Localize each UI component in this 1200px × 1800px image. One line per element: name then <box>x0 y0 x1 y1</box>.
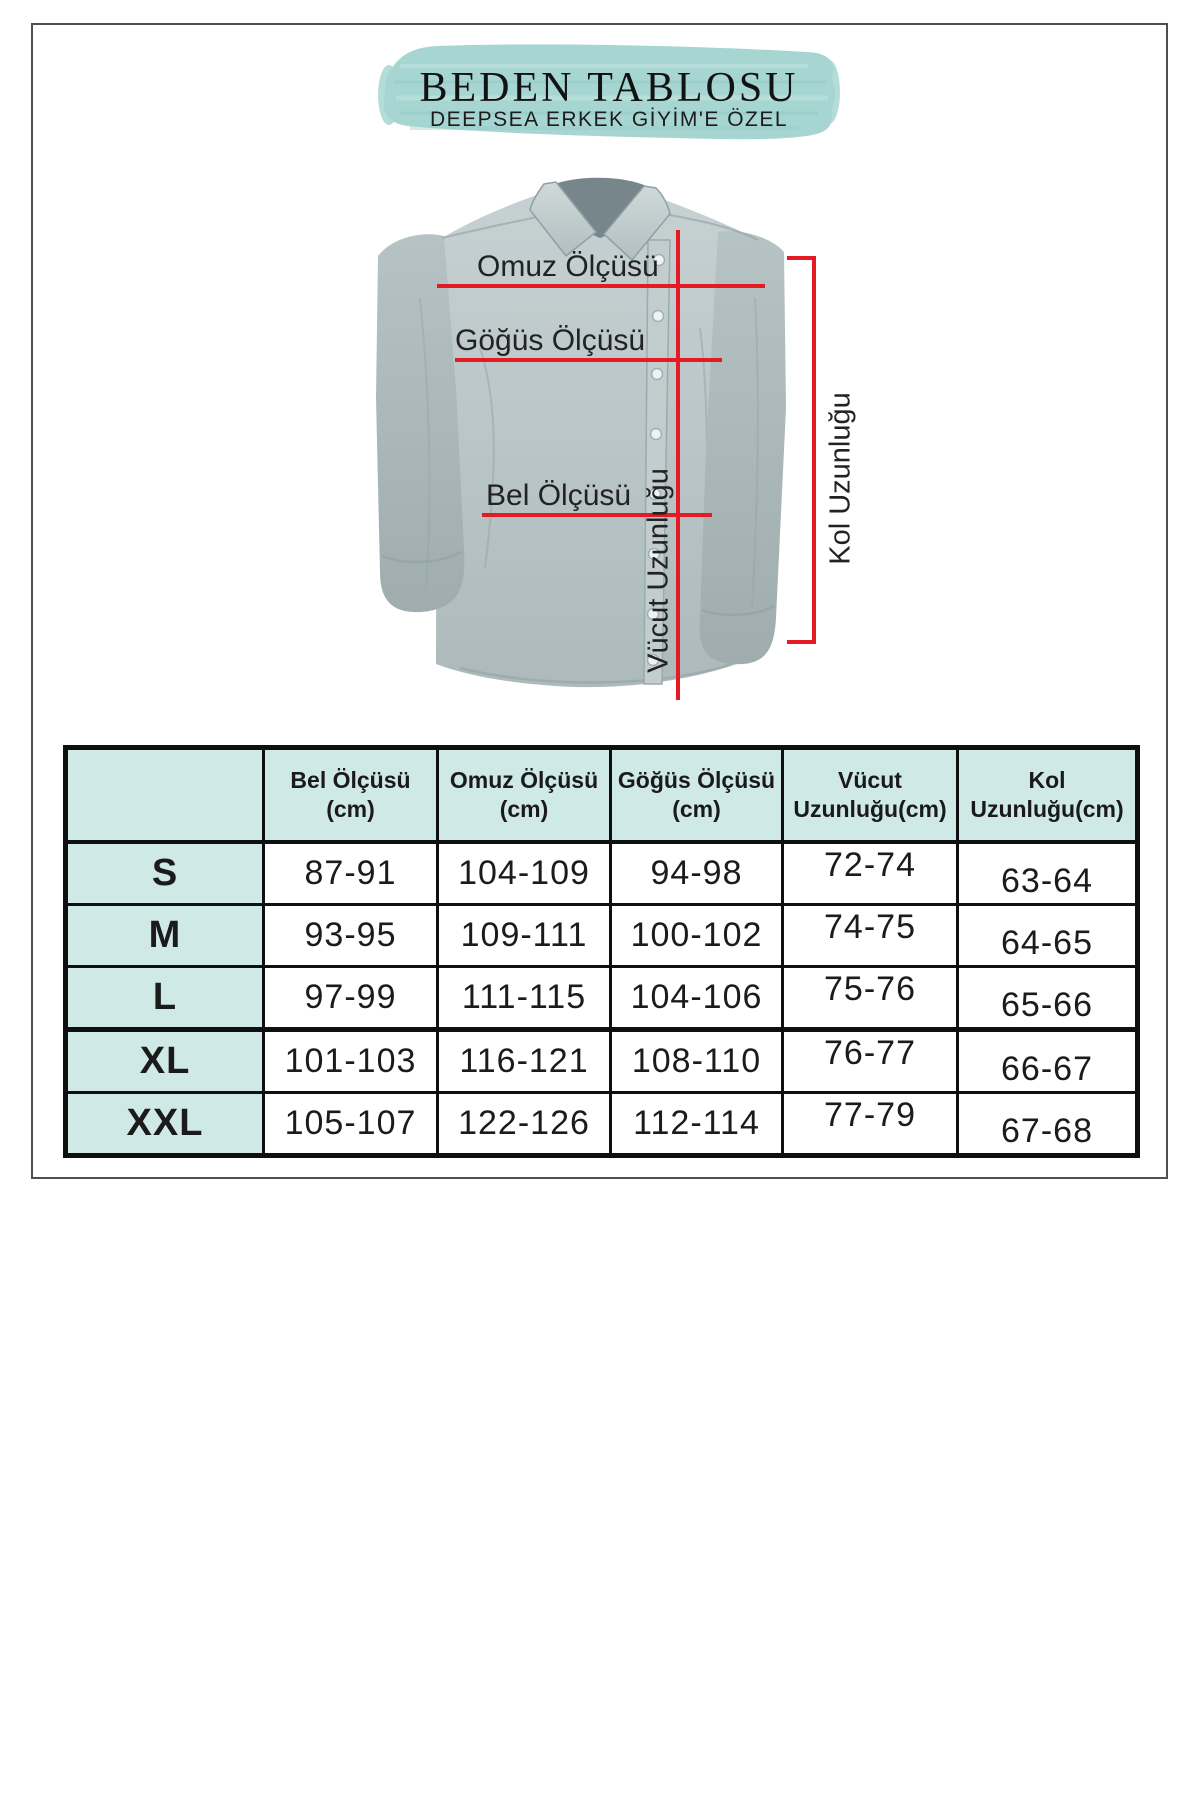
arm-length-label: Kol Uzunluğu <box>824 392 857 565</box>
arm-length-value: 64-65 <box>956 903 1139 968</box>
shirt-collar-left <box>529 181 598 258</box>
shirt-illustration <box>376 177 786 688</box>
page-title: BEDEN TABLOSU <box>419 65 799 111</box>
arm-length-value: 65-66 <box>956 965 1139 1032</box>
table-row-s: S 87-91 104-109 94-98 72-74 63-64 <box>64 840 1139 906</box>
waist-value: 97-99 <box>262 965 439 1032</box>
table-row-xl: XL 101-103 116-121 108-110 76-77 66-67 <box>64 1028 1139 1094</box>
header-cell-waist: Bel Ölçüsü (cm) <box>262 746 439 844</box>
shoulder-value: 104-109 <box>436 840 612 906</box>
table-row-l: L 97-99 111-115 104-106 75-76 65-66 <box>64 965 1139 1032</box>
page-subtitle: DEEPSEA ERKEK GİYİM'E ÖZEL <box>429 108 789 131</box>
arm-length-bracket-line <box>812 256 816 644</box>
shoulder-measure-label: Omuz Ölçüsü <box>477 250 659 283</box>
chest-measure-label: Göğüs Ölçüsü <box>455 324 646 357</box>
size-label: XL <box>64 1028 265 1094</box>
waist-measure-label: Bel Ölçüsü <box>486 479 632 512</box>
chest-value: 112-114 <box>609 1091 784 1157</box>
shirt-collar-right <box>602 185 671 262</box>
waist-value: 105-107 <box>262 1091 439 1157</box>
header-cell-shoulder: Omuz Ölçüsü (cm) <box>436 746 612 844</box>
chest-value: 100-102 <box>609 903 784 968</box>
size-label: XXL <box>64 1091 265 1157</box>
size-table: Bel Ölçüsü (cm) Omuz Ölçüsü (cm) Göğüs Ölç… <box>63 745 1140 1158</box>
chest-value: 108-110 <box>609 1028 784 1094</box>
waist-value: 101-103 <box>262 1028 439 1094</box>
body-length-value: 76-77 <box>781 1028 959 1094</box>
shirt-left-sleeve <box>376 234 465 613</box>
body-length-value: 75-76 <box>781 965 959 1032</box>
body-length-line <box>676 230 680 700</box>
header-cell-chest: Göğüs Ölçüsü (cm) <box>609 746 784 844</box>
arm-length-tick-top <box>787 256 815 260</box>
waist-measure-line <box>482 513 712 517</box>
body-length-value: 72-74 <box>781 840 959 906</box>
table-row-xxl: XXL 105-107 122-126 112-114 77-79 67-68 <box>64 1091 1139 1157</box>
waist-value: 87-91 <box>262 840 439 906</box>
waist-value: 93-95 <box>262 903 439 968</box>
outer-border-frame <box>31 23 1168 1179</box>
shoulder-value: 116-121 <box>436 1028 612 1094</box>
arm-length-value: 66-67 <box>956 1028 1139 1094</box>
shirt-neck-opening <box>546 177 654 238</box>
body-length-label: Vücut Uzunluğu <box>642 468 675 673</box>
shoulder-value: 122-126 <box>436 1091 612 1157</box>
chest-value: 94-98 <box>609 840 784 906</box>
header-cell-empty <box>64 746 265 844</box>
arm-length-value: 67-68 <box>956 1091 1139 1157</box>
arm-length-value: 63-64 <box>956 840 1139 906</box>
shoulder-measure-line <box>437 284 765 288</box>
header-cell-body-length: Vücut Uzunluğu(cm) <box>781 746 959 844</box>
arm-length-tick-bottom <box>787 640 816 644</box>
shirt-right-sleeve <box>699 231 786 665</box>
brush-stroke-graphic <box>378 44 840 140</box>
shoulder-value: 109-111 <box>436 903 612 968</box>
header-brush-stroke <box>378 40 840 142</box>
size-label: L <box>64 965 265 1032</box>
size-label: S <box>64 840 265 906</box>
header-cell-arm-length: Kol Uzunluğu(cm) <box>956 746 1139 844</box>
chest-measure-line <box>455 358 722 362</box>
shirt-buttons <box>646 253 666 667</box>
shoulder-value: 111-115 <box>436 965 612 1032</box>
chest-value: 104-106 <box>609 965 784 1032</box>
table-row-m: M 93-95 109-111 100-102 74-75 64-65 <box>64 903 1139 968</box>
shirt-placket <box>643 239 671 685</box>
size-table-header-row: Bel Ölçüsü (cm) Omuz Ölçüsü (cm) Göğüs Ölç… <box>64 746 1139 844</box>
size-label: M <box>64 903 265 968</box>
body-length-value: 77-79 <box>781 1091 959 1157</box>
body-length-value: 74-75 <box>781 903 959 968</box>
